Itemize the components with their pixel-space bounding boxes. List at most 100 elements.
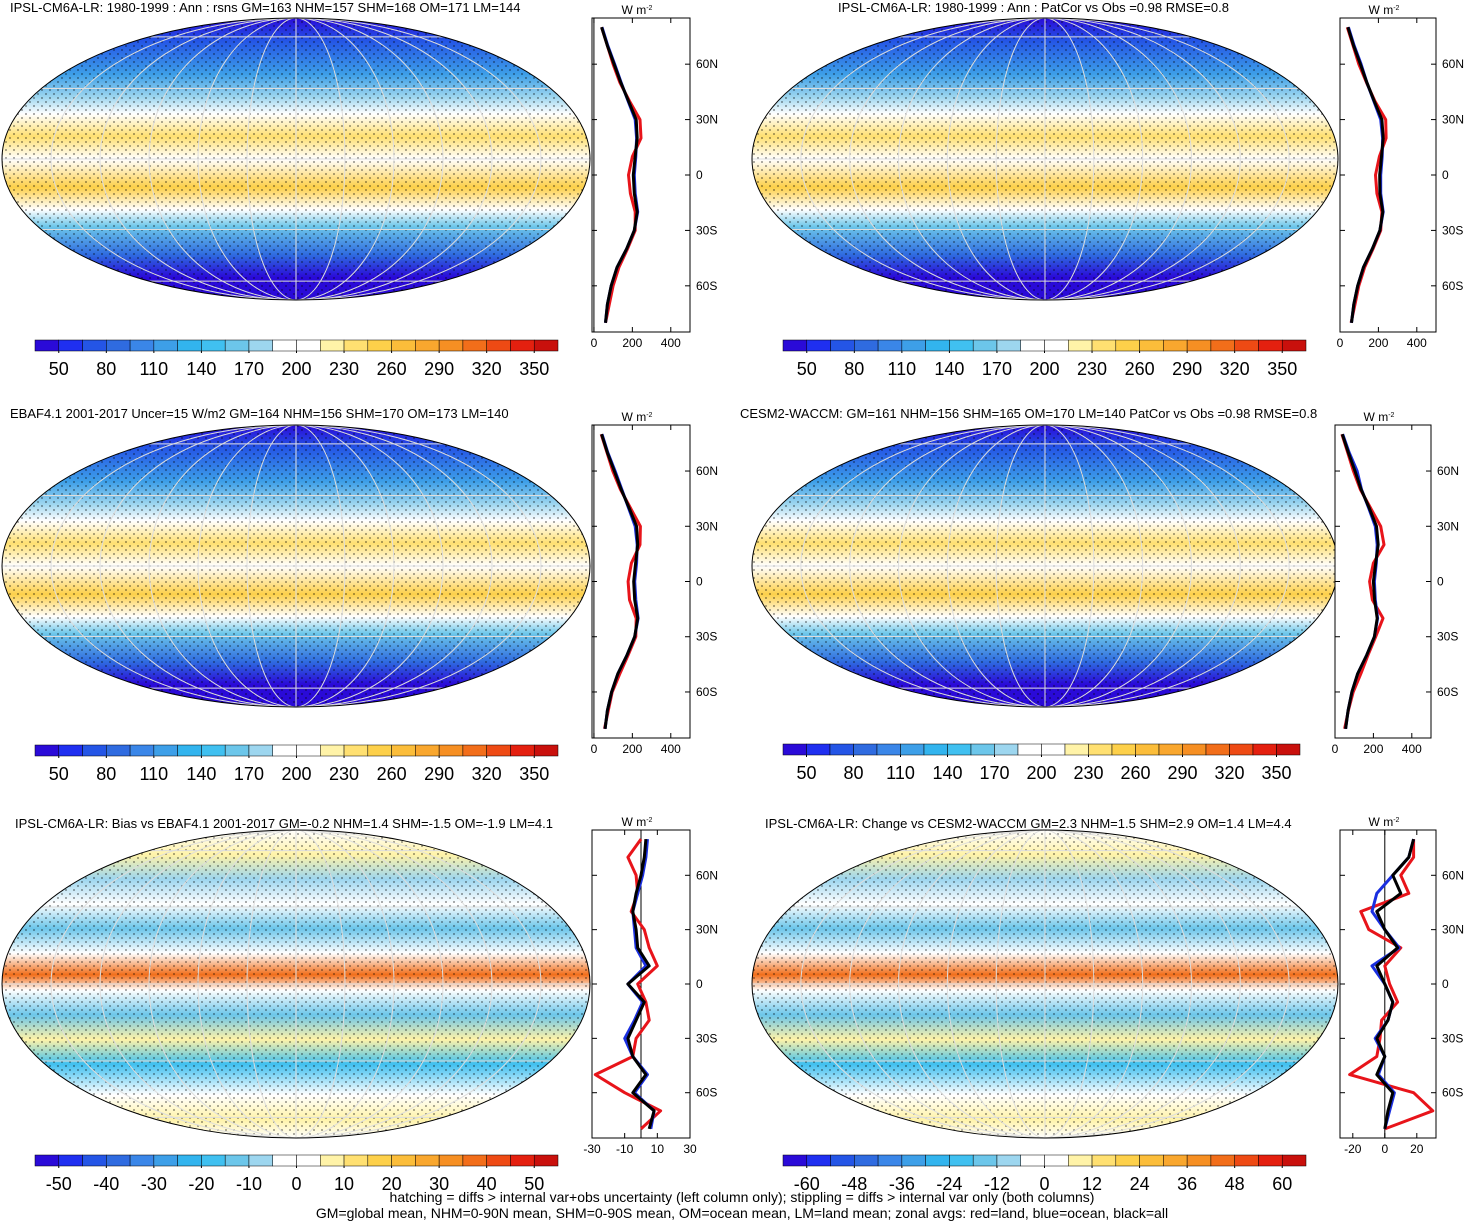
colorbar-box xyxy=(1186,339,1212,352)
colorbar-box xyxy=(806,1154,831,1167)
colorbar-box xyxy=(830,339,855,352)
colorbar-box xyxy=(1020,339,1045,352)
y-tick-label: 60N xyxy=(696,868,718,882)
colorbar-tick-label: 20 xyxy=(382,1174,402,1194)
x-unit-text: W m xyxy=(622,3,647,17)
colorbar-box xyxy=(510,1154,535,1167)
colorbar-box xyxy=(34,744,60,757)
colorbar-tick-label: 170 xyxy=(979,763,1009,783)
colorbar-box xyxy=(854,339,879,352)
colorbar-tick-label: 140 xyxy=(932,763,962,783)
colorbar-box xyxy=(34,339,60,352)
colorbar-box xyxy=(367,1154,392,1167)
colorbar-box xyxy=(129,339,155,352)
colorbar-box xyxy=(106,339,131,352)
colorbar-box xyxy=(106,744,131,757)
colorbar-box xyxy=(1064,743,1089,756)
colorbar-tick-label: 24 xyxy=(1130,1174,1150,1194)
colorbar-tick-label: -10 xyxy=(236,1174,262,1194)
colorbar-tick-label: 140 xyxy=(934,359,964,379)
colorbar-box xyxy=(272,1154,297,1167)
colorbar-box xyxy=(296,744,321,757)
y-tick-label: 60S xyxy=(696,279,717,293)
colorbar-box xyxy=(877,1154,903,1167)
y-tick-label: 30S xyxy=(1442,1031,1463,1045)
y-tick-label: 0 xyxy=(1437,575,1444,589)
colorbar-tick-label: 80 xyxy=(843,763,863,783)
y-tick-label: 30S xyxy=(1437,630,1458,644)
colorbar-box xyxy=(1135,743,1160,756)
map-border xyxy=(751,17,1339,301)
zonal-line xyxy=(626,838,656,1130)
x-unit: W m-2 xyxy=(622,410,653,424)
profile-frame xyxy=(1339,829,1437,1139)
colorbar-tick-label: 320 xyxy=(1220,359,1250,379)
colorbar-tick-label: 260 xyxy=(1120,763,1150,783)
y-tick-label: 30N xyxy=(696,923,718,937)
colorbar-box xyxy=(1281,339,1307,352)
x-unit: W m-2 xyxy=(1364,410,1395,424)
y-tick-label: 60S xyxy=(696,1086,717,1100)
colorbar-box xyxy=(806,339,831,352)
colorbar-box xyxy=(830,1154,855,1167)
colorbar-tick-label: 60 xyxy=(1272,1174,1292,1194)
colorbar-tick-label: -20 xyxy=(188,1174,214,1194)
x-unit-exponent: -2 xyxy=(646,817,652,824)
x-tick-label: -20 xyxy=(1344,1142,1362,1156)
colorbar-box xyxy=(1210,339,1235,352)
colorbar-tick-label: 260 xyxy=(377,764,407,784)
colorbar-box xyxy=(248,1154,273,1167)
colorbar-tick-label: 0 xyxy=(291,1174,301,1194)
panel-title: EBAF4.1 2001-2017 Uncer=15 W/m2 GM=164 N… xyxy=(10,406,509,421)
x-unit: W m-2 xyxy=(1369,815,1400,829)
colorbar-box xyxy=(1068,339,1093,352)
colorbar-box xyxy=(1182,743,1207,756)
colorbar-box xyxy=(486,1154,511,1167)
colorbar-box xyxy=(949,1154,974,1167)
y-tick-label: 30S xyxy=(1442,223,1463,237)
colorbar-box xyxy=(996,339,1021,352)
colorbar-tick-label: 320 xyxy=(472,764,502,784)
colorbar-tick-label: 40 xyxy=(477,1174,497,1194)
colorbar-tick-label: 50 xyxy=(49,764,69,784)
colorbar-box xyxy=(486,339,511,352)
colorbar-box xyxy=(782,743,807,756)
colorbar-box xyxy=(438,744,464,757)
colorbar-box xyxy=(1091,339,1117,352)
zonal-line xyxy=(1340,433,1380,730)
colorbar-tick-label: 80 xyxy=(844,359,864,379)
colorbar-box xyxy=(900,743,925,756)
colorbar-tick-label: 200 xyxy=(1029,359,1059,379)
colorbar-box xyxy=(1163,1154,1188,1167)
colorbar-tick-label: 290 xyxy=(1167,763,1197,783)
y-tick-label: 30S xyxy=(696,223,717,237)
map xyxy=(2,18,590,300)
colorbar-box xyxy=(1115,1154,1140,1167)
y-tick-label: 60N xyxy=(696,464,718,478)
colorbar-box xyxy=(129,744,155,757)
colorbar-box xyxy=(1276,743,1301,756)
x-unit-text: W m xyxy=(622,410,647,424)
colorbar-box xyxy=(1041,743,1066,756)
colorbar-box xyxy=(343,339,369,352)
colorbar-box xyxy=(106,1154,131,1167)
colorbar-tick-label: -30 xyxy=(141,1174,167,1194)
x-unit-exponent: -2 xyxy=(1393,5,1399,12)
colorbar-box xyxy=(972,339,998,352)
y-tick-label: 30S xyxy=(696,1031,717,1045)
colorbar-box xyxy=(1229,743,1254,756)
y-tick-label: 30N xyxy=(1437,519,1459,533)
colorbar-box xyxy=(343,1154,369,1167)
y-tick-label: 60N xyxy=(696,57,718,71)
x-tick-label: 400 xyxy=(661,336,681,350)
panel-title: CESM2-WACCM: GM=161 NHM=156 SHM=165 OM=1… xyxy=(740,406,1317,421)
colorbar-box xyxy=(1115,339,1140,352)
colorbar-box xyxy=(1044,1154,1069,1167)
y-tick-label: 30S xyxy=(696,630,717,644)
y-tick-label: 0 xyxy=(1442,168,1449,182)
x-tick-label: -10 xyxy=(616,1142,634,1156)
colorbar-box xyxy=(320,339,345,352)
y-tick-label: 30N xyxy=(1442,113,1464,127)
x-tick-label: 200 xyxy=(1368,336,1388,350)
map xyxy=(2,425,590,707)
